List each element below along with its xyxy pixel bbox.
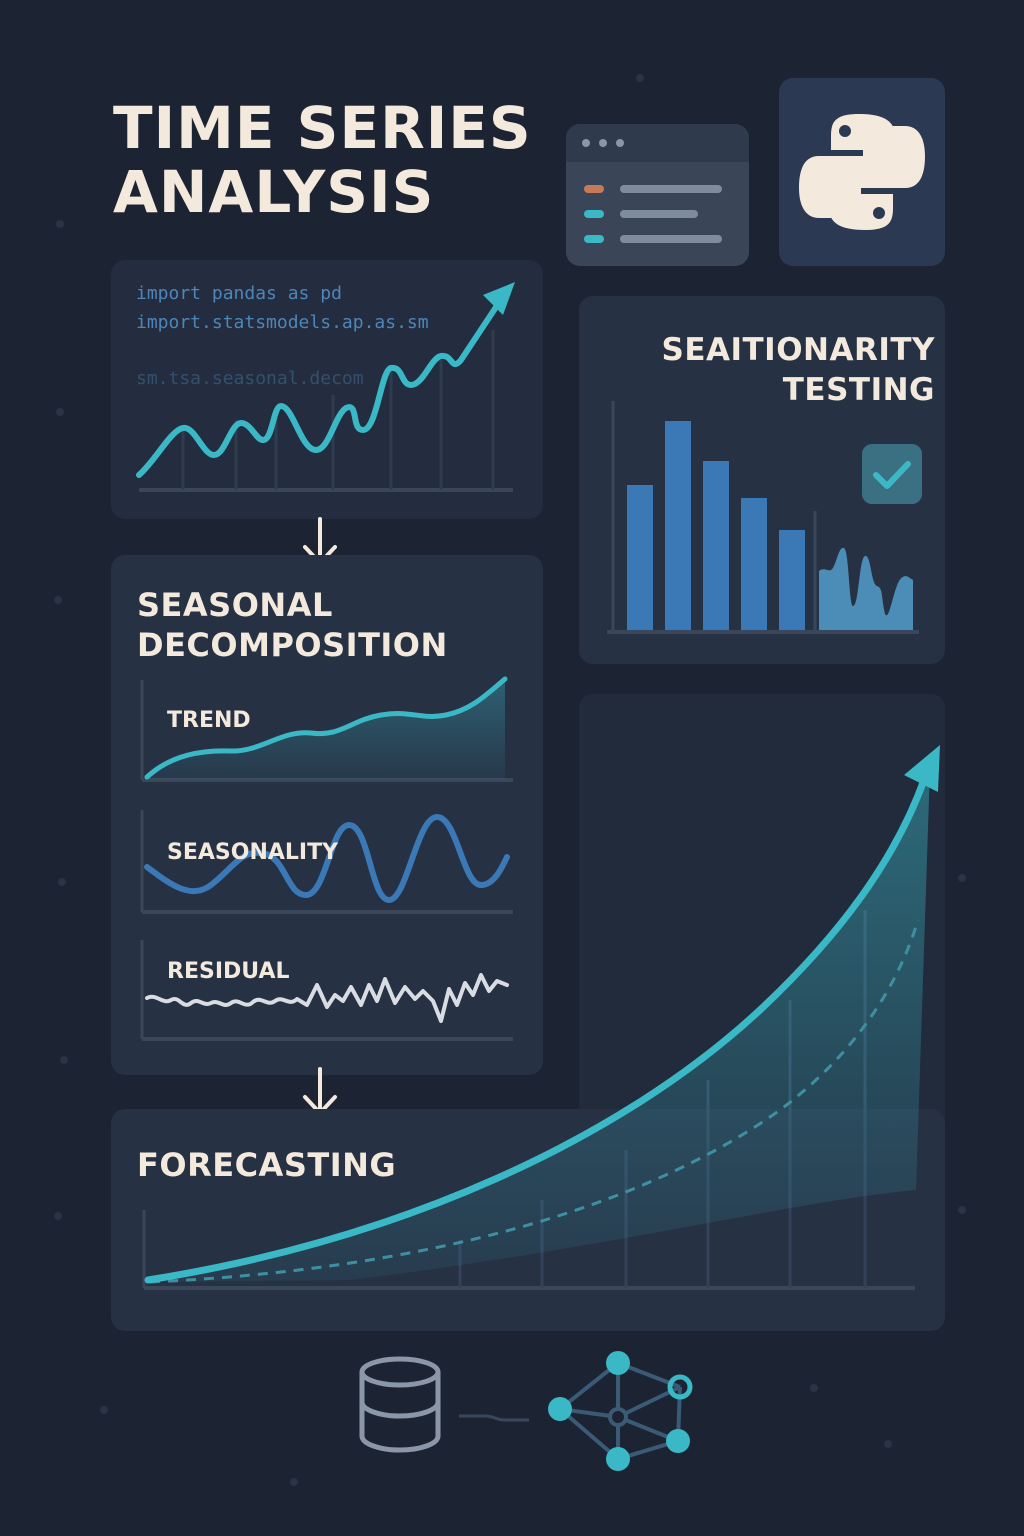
forecasting-title: FORECASTING bbox=[137, 1146, 397, 1184]
decomposition-title-line-2: DECOMPOSITION bbox=[137, 626, 448, 664]
python-logo-card bbox=[779, 78, 945, 266]
seasonal-decomposition-card: SEASONAL DECOMPOSITION TREND SEASONALITY bbox=[111, 555, 543, 1075]
trend-chart bbox=[140, 676, 513, 782]
background-dot bbox=[958, 1206, 966, 1214]
stationarity-title: SEAITIONARITY TESTING bbox=[662, 330, 936, 410]
residual-chart bbox=[140, 940, 513, 1041]
code-line-3: sm.tsa.seasonal.decom bbox=[136, 368, 364, 389]
forecast-dashed-line bbox=[149, 919, 920, 1284]
title-line-1: TIME SERIES bbox=[113, 94, 532, 162]
stationarity-testing-card: SEAITIONARITY TESTING bbox=[579, 296, 945, 664]
code-window-icon bbox=[566, 124, 749, 266]
background-dot bbox=[60, 1056, 68, 1064]
arrowhead-icon bbox=[904, 745, 940, 792]
stationarity-bar-chart bbox=[607, 401, 919, 634]
bar bbox=[779, 530, 805, 630]
background-dot bbox=[290, 1478, 298, 1486]
rising-line-chart bbox=[136, 282, 515, 492]
rising-trend-line bbox=[136, 289, 509, 478]
background-dot bbox=[56, 408, 64, 416]
seasonality-label: SEASONALITY bbox=[167, 840, 339, 865]
stationarity-title-line-2: TESTING bbox=[782, 372, 935, 408]
background-dot bbox=[100, 1406, 108, 1414]
trend-label: TREND bbox=[167, 708, 251, 733]
bar bbox=[741, 498, 767, 630]
stationarity-title-line-1: SEAITIONARITY bbox=[661, 332, 935, 368]
background-dot bbox=[636, 74, 644, 82]
checkmark-icon bbox=[862, 444, 922, 504]
code-line-1: import pandas as pd bbox=[136, 283, 342, 304]
residual-label: RESIDUAL bbox=[167, 959, 290, 984]
database-icon bbox=[359, 1356, 441, 1453]
page-title: TIME SERIES ANALYSIS bbox=[113, 96, 532, 224]
decomposition-title: SEASONAL DECOMPOSITION bbox=[137, 585, 448, 665]
forecast-line bbox=[144, 776, 928, 1284]
connector-line bbox=[459, 1414, 529, 1422]
background-dot bbox=[958, 874, 966, 882]
code-chart-card: import pandas as pd import.statsmodels.a… bbox=[111, 260, 543, 519]
stationary-area bbox=[819, 547, 913, 630]
bar bbox=[665, 421, 691, 630]
background-dot bbox=[884, 1440, 892, 1448]
background-dot bbox=[56, 220, 64, 228]
bar bbox=[627, 485, 653, 630]
background-dot bbox=[54, 1212, 62, 1220]
arrowhead-icon bbox=[483, 282, 515, 315]
seasonality-chart bbox=[140, 810, 513, 914]
bar bbox=[703, 461, 729, 630]
code-line-2: import.statsmodels.ap.as.sm bbox=[136, 312, 429, 333]
confidence-band bbox=[148, 768, 930, 1282]
background-dot bbox=[810, 1384, 818, 1392]
network-graph-icon bbox=[548, 1351, 693, 1471]
background-dot bbox=[58, 878, 66, 886]
python-logo-icon bbox=[799, 114, 925, 230]
title-line-2: ANALYSIS bbox=[113, 158, 435, 226]
decomposition-title-line-1: SEASONAL bbox=[137, 586, 333, 624]
background-dot bbox=[54, 596, 62, 604]
